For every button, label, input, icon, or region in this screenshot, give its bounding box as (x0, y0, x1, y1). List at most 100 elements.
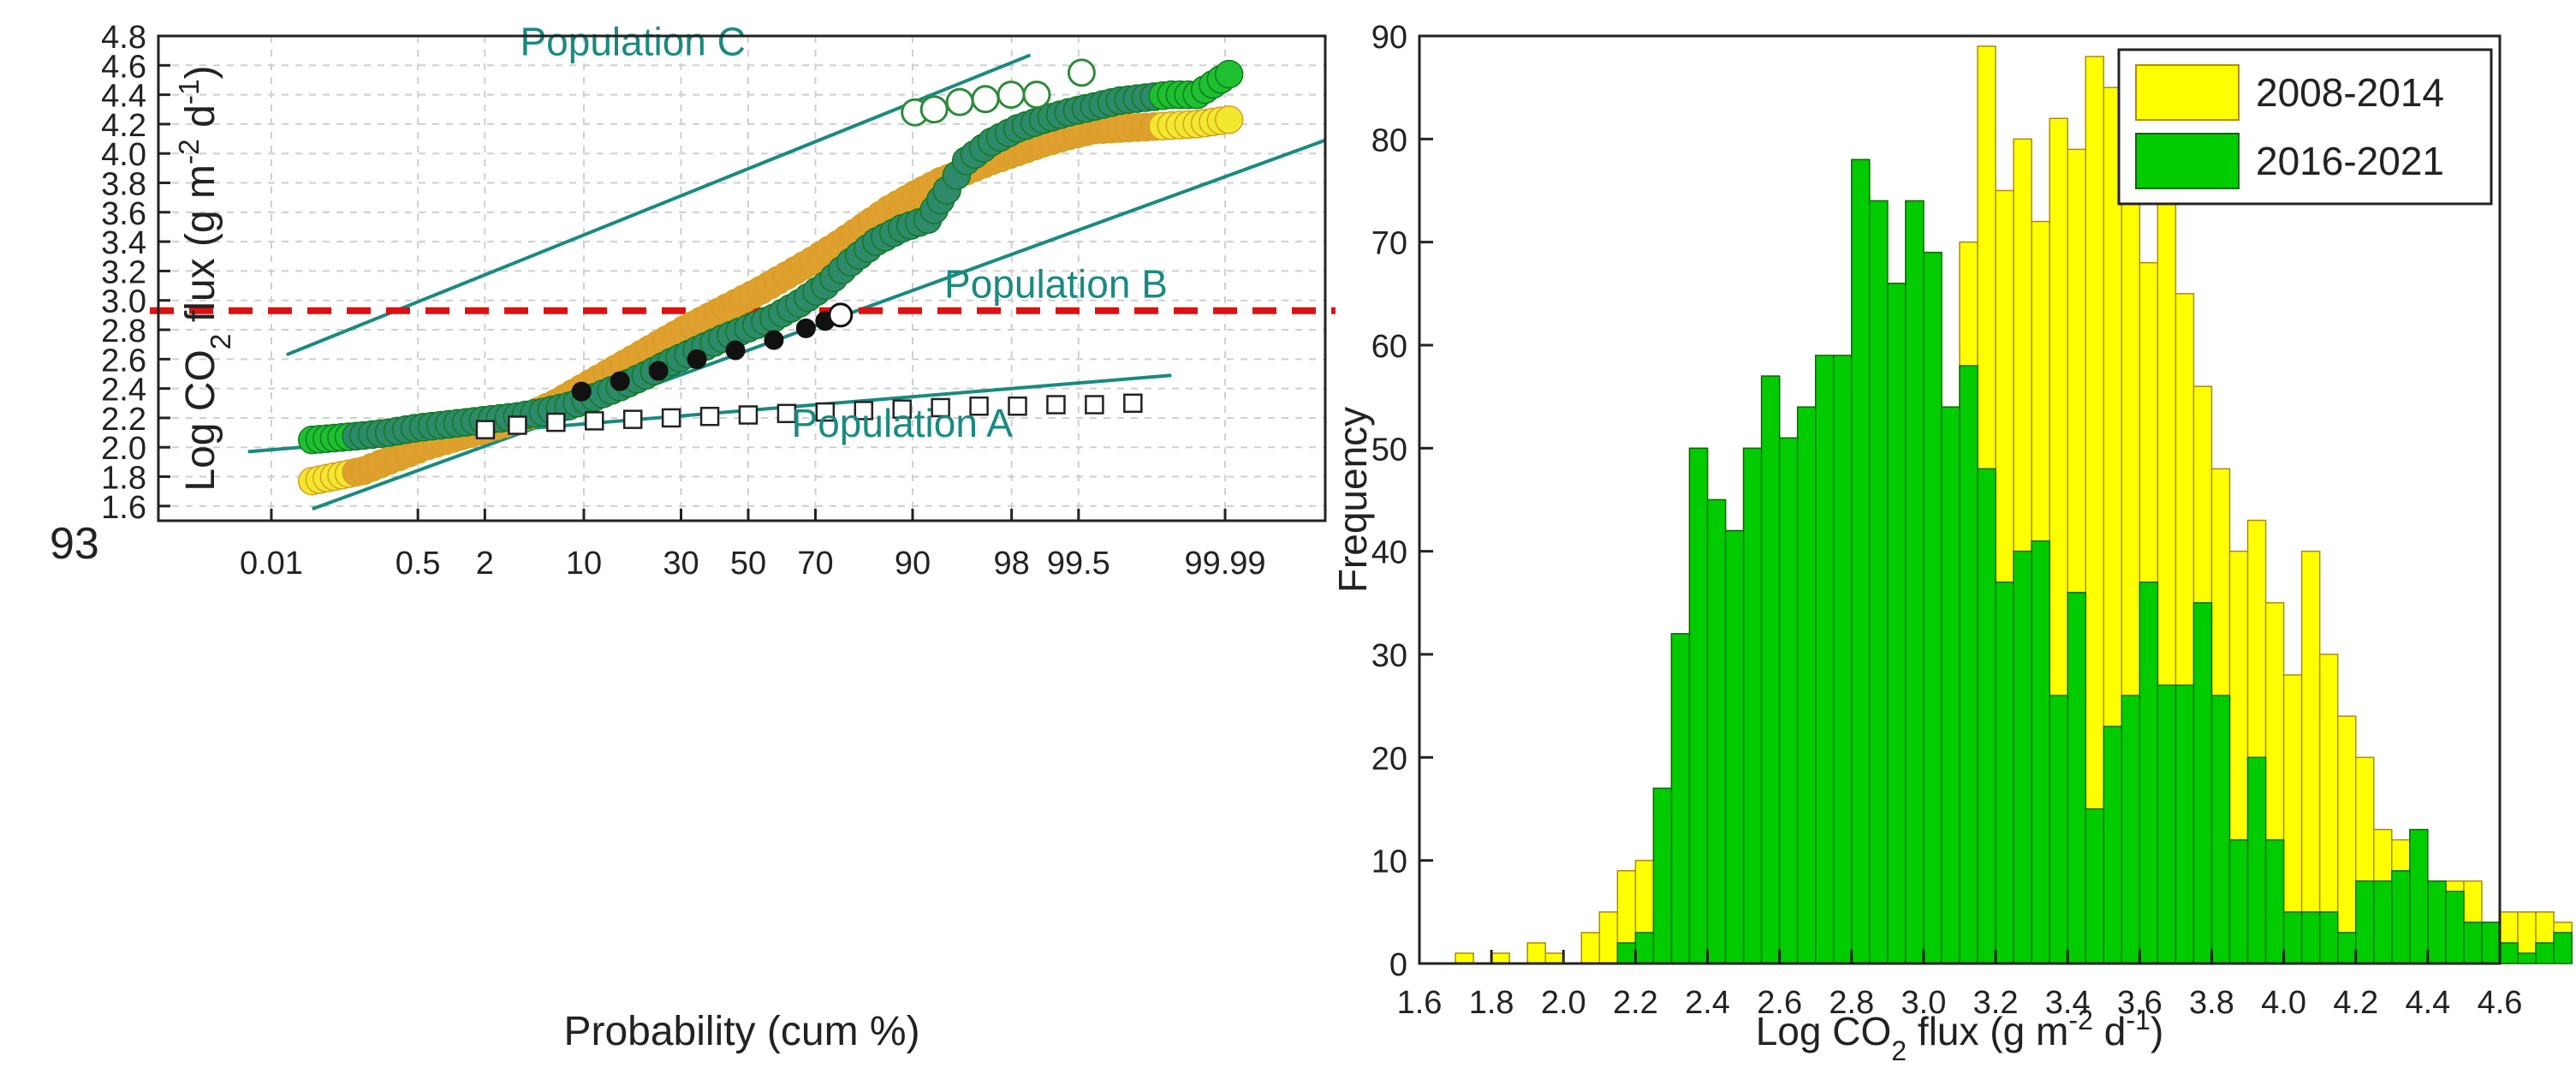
data-point-2016-2021 (1214, 59, 1244, 89)
bar-2016-2021 (1833, 355, 1853, 964)
population-a-point (854, 401, 874, 421)
histogram-frame (1418, 34, 2502, 965)
x-tick-label: 4.6 (2478, 985, 2523, 1021)
bar-2016-2021 (2246, 756, 2267, 964)
plot-frame (157, 34, 1327, 522)
y-tick-label: 4.0 (101, 137, 146, 173)
x-tick-label: 0.5 (396, 546, 441, 582)
x-tick-label: 4.0 (2261, 985, 2306, 1021)
bar-2016-2021 (1959, 365, 1978, 964)
population-c-point (1067, 58, 1096, 87)
x-tick-label: 90 (895, 546, 931, 582)
y-tick-label: 2.6 (101, 343, 146, 379)
annotation-population-a: Population A (792, 401, 1014, 445)
population-a-point (699, 406, 720, 427)
population-a-point (931, 397, 950, 418)
y-tick-label: 3.0 (101, 284, 146, 320)
x-tick-label: 10 (566, 546, 602, 582)
y-tick-label: 0 (1389, 947, 1407, 983)
y-tick-label: 2.8 (101, 313, 146, 349)
y-tick-label: 2.0 (101, 431, 146, 467)
bar-2016-2021 (2445, 891, 2465, 964)
probability-plot-axes: 1.61.82.02.22.42.62.83.03.23.43.63.84.04… (101, 20, 1327, 1054)
y-tick-label: 4.6 (101, 49, 146, 85)
legend-label: 2016-2021 (2256, 139, 2444, 183)
population-b-point (610, 371, 630, 391)
population-c-point (1022, 81, 1051, 110)
bar-2008-2014 (1580, 932, 1601, 964)
bar-2016-2021 (1706, 498, 1727, 964)
population-a-point (475, 420, 496, 439)
bar-2016-2021 (1796, 406, 1817, 964)
y-axis-title: Frequency (1330, 407, 1375, 593)
legend-swatch (2135, 133, 2240, 189)
bar-2016-2021 (2481, 922, 2501, 964)
legend-swatch (2135, 64, 2240, 121)
x-tick-label: 2.2 (1613, 985, 1658, 1021)
x-tick-label: 99.99 (1184, 546, 1265, 582)
x-tick-label: 4.2 (2333, 985, 2378, 1021)
bar-2016-2021 (1724, 529, 1745, 964)
bar-2016-2021 (2391, 869, 2411, 964)
x-tick-label: 99.5 (1047, 546, 1110, 582)
y-tick-label: 3.4 (101, 225, 146, 261)
population-a-point (1046, 395, 1066, 415)
bar-2016-2021 (1887, 283, 1907, 964)
histogram-legend: 2008-2014 2016-2021 (2117, 48, 2493, 206)
population-annotations: Population C Population B Population A (520, 19, 1167, 445)
x-tick-label: 3.6 (2117, 985, 2163, 1021)
bar-2016-2021 (2300, 911, 2321, 964)
y-axis-title: Log CO2 flux (g m-2 d-1) (174, 65, 237, 491)
bar-2016-2021 (2282, 911, 2303, 964)
population-c-point (919, 95, 949, 124)
x-tick-label: 30 (663, 546, 699, 582)
bar-2016-2021 (1670, 633, 1691, 964)
bar-2008-2014 (2300, 550, 2321, 964)
population-a-point (815, 402, 836, 422)
bar-2016-2021 (2031, 540, 2050, 964)
bar-2016-2021 (1905, 200, 1925, 964)
x-tick-label: 98 (993, 546, 1029, 582)
population-a-point (1008, 396, 1027, 416)
bar-2016-2021 (1760, 375, 1781, 964)
x-tick-label: 2.8 (1829, 985, 1874, 1021)
bar-2016-2021 (1634, 932, 1655, 964)
population-a-point (585, 411, 604, 431)
bar-2016-2021 (1742, 447, 1763, 964)
bar-2008-2014 (1455, 952, 1474, 964)
y-tick-label: 60 (1371, 329, 1407, 365)
population-a-point (892, 399, 912, 419)
y-tick-label: 2.4 (101, 373, 146, 409)
bar-2016-2021 (2535, 942, 2555, 964)
y-tick-label: 2.2 (101, 402, 146, 438)
x-tick-label: 0.01 (240, 546, 303, 582)
x-axis-title: Log CO2 flux (g m-2 d-1) (1756, 1005, 2164, 1066)
population-b-point (725, 340, 746, 361)
y-tick-label: 40 (1371, 535, 1407, 571)
x-tick-label: 2.4 (1685, 985, 1730, 1021)
bar-2016-2021 (2210, 695, 2231, 964)
y-tick-label: 3.2 (101, 254, 146, 290)
y-tick-label: 4.4 (101, 79, 146, 115)
y-tick-label: 10 (1371, 844, 1407, 880)
y-tick-label: 3.8 (101, 167, 146, 203)
bar-2008-2014 (1526, 942, 1546, 964)
population-b-point (828, 302, 854, 328)
population-b-point (795, 318, 816, 338)
population-a-point (1085, 395, 1104, 415)
x-tick-label: 1.8 (1469, 985, 1514, 1021)
bar-2008-2014 (1598, 911, 1619, 964)
x-tick-label: 3.4 (2045, 985, 2091, 1021)
y-tick-label: 30 (1371, 638, 1407, 674)
bar-2016-2021 (1923, 251, 1942, 964)
legend-label: 2008-2014 (2256, 70, 2444, 115)
bar-2016-2021 (2264, 838, 2285, 964)
bar-2016-2021 (2463, 922, 2483, 964)
histogram-bars-2016-2021 (1616, 158, 2573, 964)
bar-2016-2021 (1869, 200, 1889, 964)
population-b-point (764, 330, 784, 350)
x-tick-label: 2.6 (1757, 985, 1802, 1021)
probability-plot: Population C Population B Population A 1.6… (101, 19, 1336, 1054)
bar-2016-2021 (2228, 838, 2249, 964)
bar-2016-2021 (2103, 725, 2123, 964)
